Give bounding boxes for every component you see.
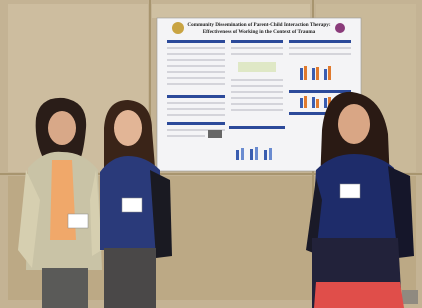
poster-table [238,62,276,72]
shape [300,68,303,80]
wall-panel [152,4,310,18]
shape [231,40,283,43]
shape [316,67,319,80]
shape [340,184,360,198]
shape [312,68,315,80]
logo [172,22,184,34]
logo [335,23,345,33]
poster-image [208,130,222,138]
shape [300,98,303,108]
shape [229,126,285,129]
shape [289,40,351,43]
shape [236,150,239,160]
shape [104,248,156,308]
shape [324,69,327,80]
shape [167,40,225,43]
shape [167,95,225,98]
shape [122,198,142,212]
poster-title: Community Dissemination of Parent-Child … [187,22,330,28]
outlet [402,290,418,304]
shape [338,104,370,144]
shape [42,268,88,308]
shape [312,97,315,108]
shape [250,149,253,160]
photo: Community Dissemination of Parent-Child … [0,0,422,308]
shape [167,122,225,125]
shape [241,148,244,160]
shape [314,282,404,308]
shape [328,66,331,80]
shape [255,147,258,160]
shape [324,98,327,108]
shape [48,111,76,145]
shape [289,90,351,93]
shape [269,148,272,160]
shape [264,150,267,160]
shape [114,110,142,146]
poster-title: Effectiveness of Working in the Context … [203,29,316,35]
shape [68,214,88,228]
shape [304,66,307,80]
shape [304,96,307,108]
shape [316,99,319,108]
